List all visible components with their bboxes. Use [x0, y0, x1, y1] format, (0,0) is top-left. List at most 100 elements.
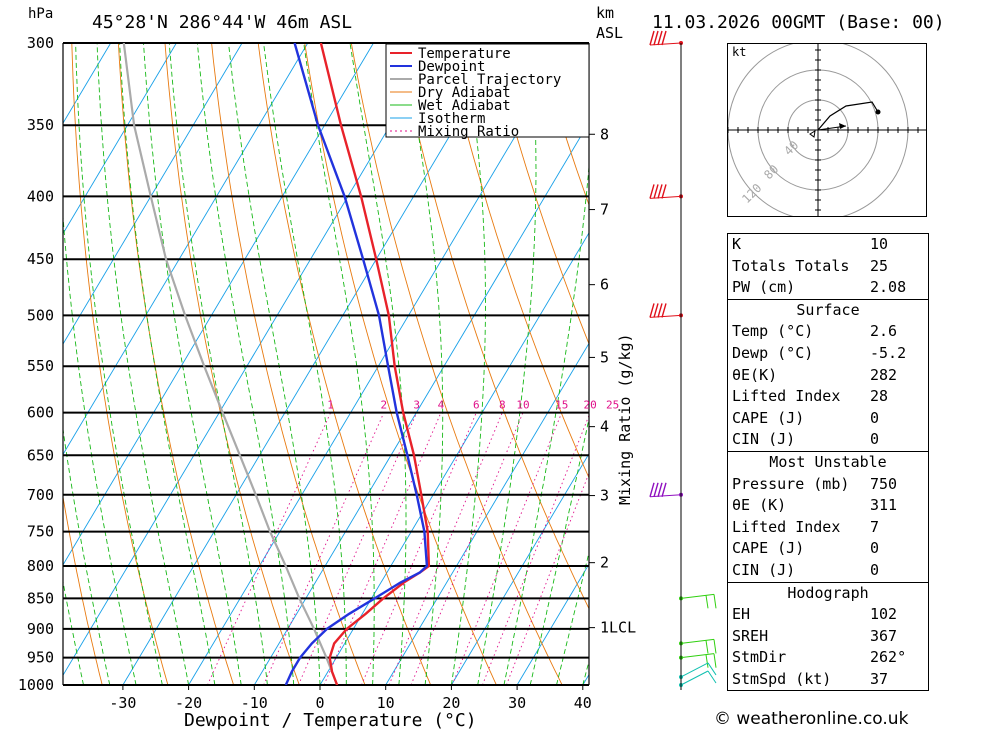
isotherm-line [253, 121, 589, 685]
wind-barb-staff [649, 42, 682, 46]
isotherm-line [63, 43, 243, 345]
km-tick-label: 3 [600, 487, 609, 505]
pressure-tick-label: 1000 [18, 676, 54, 694]
pressure-tick-label: 950 [27, 649, 54, 667]
row-label: θE (K) [732, 496, 787, 515]
hodo-mean-wind-marker [809, 130, 816, 138]
wind-barb-flag [657, 184, 663, 199]
mixing-ratio-line [482, 414, 589, 685]
row-label: θE(K) [732, 365, 778, 384]
asl-axis-label: ASL [596, 24, 623, 42]
mixing-ratio-label: 15 [555, 399, 568, 412]
index-row-pw: PW (cm) 2.08 [728, 277, 928, 299]
km-tick-label: 1LCL [600, 619, 636, 637]
surface-title: Surface [796, 300, 860, 319]
most-unstable-title: Most Unstable [769, 452, 887, 471]
mu-row: CIN (J) 0 [728, 560, 928, 582]
wind-barb-flag [649, 184, 655, 199]
wet-adiabat-line [403, 43, 444, 685]
km-tick-label: 6 [600, 276, 609, 294]
temp-tick-label: -30 [109, 694, 136, 712]
wind-barb-staff [649, 195, 682, 199]
hodograph-panel: kt 40 80 120 [727, 43, 927, 217]
row-label: Pressure (mb) [732, 474, 850, 493]
isotherm-line [319, 232, 589, 685]
pressure-tick-label: 700 [27, 486, 54, 504]
mixing-ratio-label: 10 [516, 399, 529, 412]
wet-adiabat-line [228, 43, 321, 685]
row-label: Lifted Index [732, 517, 841, 536]
pressure-tick-label: 300 [27, 34, 54, 52]
mixing-ratio-label: 25 [606, 399, 619, 412]
pressure-tick-label: 650 [27, 446, 54, 464]
temperature-line [319, 43, 431, 685]
row-label: Temp (°C) [732, 322, 814, 341]
hodo-wind-trace [817, 101, 879, 131]
mu-row: CAPE (J) 0 [728, 538, 928, 560]
index-row-totals: Totals Totals 25 [728, 256, 928, 278]
row-label: StmDir [732, 648, 787, 667]
row-value: 2.6 [870, 322, 898, 341]
index-value: 10 [870, 235, 889, 253]
row-value: 0 [870, 430, 880, 449]
mixing-ratio-label: 1 [327, 399, 334, 412]
km-tick-label: 7 [600, 201, 609, 219]
wind-barb-staff [649, 494, 682, 498]
row-label: StmSpd (kt) [732, 669, 832, 688]
wind-barb-flag [713, 653, 717, 668]
wind-barb [649, 303, 683, 318]
stats-table: K 10 Totals Totals 25 PW (cm) 2.08 Surfa… [727, 233, 929, 692]
index-value: 2.08 [870, 278, 907, 297]
wind-barb [649, 482, 683, 498]
index-label: K [732, 235, 742, 253]
surface-row: Lifted Index 28 [728, 386, 928, 408]
location-title: 45°28'N 286°44'W 46m ASL [92, 12, 352, 33]
mixing-ratio-label: 3 [413, 399, 420, 412]
wet-adiabat-line [349, 43, 407, 685]
mixing-ratio-label: 6 [473, 399, 480, 412]
index-label: Totals Totals [732, 256, 850, 275]
hodo-storm-arrow [839, 123, 846, 129]
pressure-tick-label: 400 [27, 187, 54, 205]
pressure-tick-label: 900 [27, 620, 54, 638]
mixing-ratio-line [207, 412, 332, 685]
watermark: © weatheronline.co.uk [714, 709, 909, 729]
wind-barb-flag [653, 482, 659, 498]
wind-barb [679, 670, 717, 687]
parcel-trajectory-line [122, 43, 339, 685]
hodo-ring-label-40: 40 [781, 138, 801, 158]
temp-tick-label: 20 [442, 694, 460, 712]
wind-barb-staff [649, 314, 682, 318]
row-label: Dewp (°C) [732, 343, 814, 362]
wind-barb-staff [680, 638, 715, 644]
wet-adiabat-line [450, 43, 486, 685]
hodo-ring-label-80: 80 [761, 162, 781, 182]
mu-row: Pressure (mb) 750 [728, 474, 928, 496]
wind-barb-flag [661, 30, 667, 46]
row-value: -5.2 [870, 343, 907, 362]
mixing-ratio-label: 2 [380, 399, 387, 412]
hodo-row: EH 102 [728, 604, 928, 626]
wind-barb-flag [657, 303, 663, 318]
row-label: SREH [732, 626, 769, 645]
row-label: CAPE (J) [732, 539, 805, 558]
wind-barb-flag [713, 639, 717, 654]
most-unstable-section: Most Unstable Pressure (mb) 750 θE (K) 311… [728, 450, 928, 582]
wind-barb-flag [661, 482, 667, 498]
isotherm-line [451, 452, 589, 685]
row-value: 750 [870, 474, 898, 493]
legend: Temperature Dewpoint Parcel Trajectory D… [385, 43, 590, 140]
wind-barb-flag [707, 662, 717, 676]
row-label: CAPE (J) [732, 408, 805, 427]
wind-barb-flag [661, 303, 667, 318]
legend-isotherm: Isotherm [418, 111, 485, 127]
row-label: EH [732, 605, 751, 624]
datetime-title: 11.03.2026 00GMT (Base: 00) [652, 12, 945, 33]
mixing-ratio-label: 20 [583, 399, 596, 412]
row-value: 37 [870, 669, 889, 688]
wind-barb-flag [653, 303, 659, 318]
pressure-tick-label: 750 [27, 523, 54, 541]
row-value: 262° [870, 648, 907, 667]
hodograph-plot: kt 40 80 120 [728, 44, 926, 216]
hodograph-title: Hodograph [787, 583, 869, 602]
